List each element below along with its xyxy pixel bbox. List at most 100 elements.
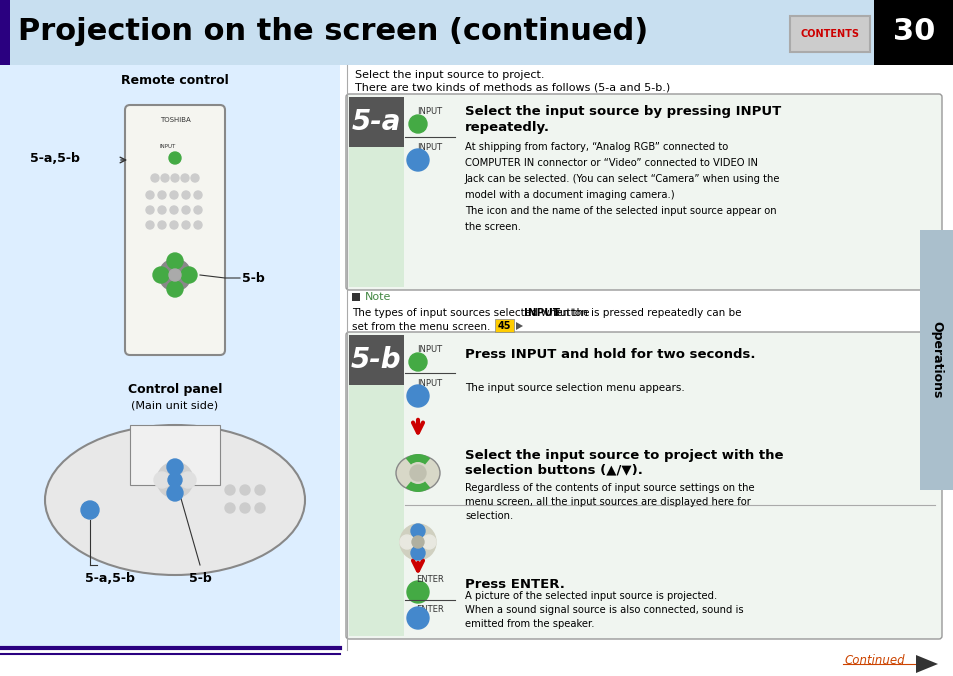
Text: selection.: selection. (464, 511, 513, 521)
Circle shape (225, 485, 234, 495)
Circle shape (169, 269, 181, 281)
Text: 5-b: 5-b (351, 346, 401, 374)
Circle shape (412, 536, 423, 548)
Text: model with a document imaging camera.): model with a document imaging camera.) (464, 190, 674, 200)
Text: Continued: Continued (844, 654, 904, 667)
Circle shape (399, 535, 414, 549)
FancyBboxPatch shape (789, 16, 869, 52)
Wedge shape (405, 454, 430, 464)
Text: Control panel: Control panel (128, 383, 222, 397)
Text: 45: 45 (497, 321, 510, 331)
Text: The icon and the name of the selected input source appear on: The icon and the name of the selected in… (464, 206, 776, 216)
Circle shape (410, 465, 426, 481)
Text: selection buttons (▲/▼).: selection buttons (▲/▼). (464, 464, 642, 477)
Text: 5-a,5-b: 5-a,5-b (85, 571, 134, 585)
FancyBboxPatch shape (346, 94, 941, 290)
Text: INPUT: INPUT (417, 143, 442, 153)
Circle shape (193, 191, 202, 199)
Text: ENTER: ENTER (416, 604, 443, 614)
Text: 5-a,5-b: 5-a,5-b (30, 151, 80, 164)
Circle shape (240, 503, 250, 513)
Circle shape (159, 259, 191, 291)
Circle shape (407, 149, 429, 171)
Circle shape (153, 472, 170, 488)
Text: The input source selection menu appears.: The input source selection menu appears. (464, 383, 684, 393)
Circle shape (158, 206, 166, 214)
Circle shape (151, 174, 159, 182)
Circle shape (152, 267, 169, 283)
Text: COMPUTER IN connector or “Video” connected to VIDEO IN: COMPUTER IN connector or “Video” connect… (464, 158, 758, 168)
Text: set from the menu screen.: set from the menu screen. (352, 322, 490, 332)
Text: emitted from the speaker.: emitted from the speaker. (464, 619, 594, 629)
Circle shape (146, 206, 153, 214)
Polygon shape (516, 322, 522, 330)
FancyBboxPatch shape (130, 425, 220, 485)
Text: ENTER: ENTER (416, 575, 443, 585)
Circle shape (180, 472, 195, 488)
Text: Select the input source by pressing INPUT: Select the input source by pressing INPU… (464, 105, 781, 118)
Circle shape (407, 607, 429, 629)
Text: Remote control: Remote control (121, 74, 229, 87)
Circle shape (81, 501, 99, 519)
Circle shape (411, 524, 424, 538)
Circle shape (254, 485, 265, 495)
Circle shape (409, 115, 427, 133)
Circle shape (157, 462, 193, 498)
Text: button is pressed repeatedly can be: button is pressed repeatedly can be (550, 308, 740, 318)
Text: Regardless of the contents of input source settings on the: Regardless of the contents of input sour… (464, 483, 754, 493)
Wedge shape (405, 481, 430, 492)
Text: menu screen, all the input sources are displayed here for: menu screen, all the input sources are d… (464, 497, 750, 507)
Circle shape (421, 535, 436, 549)
Text: 5-b: 5-b (189, 571, 212, 585)
Polygon shape (915, 655, 937, 673)
Circle shape (171, 174, 179, 182)
FancyBboxPatch shape (125, 105, 225, 355)
Circle shape (407, 581, 429, 603)
Circle shape (158, 221, 166, 229)
FancyBboxPatch shape (349, 335, 403, 636)
Text: 5-a: 5-a (351, 108, 400, 136)
Circle shape (167, 253, 183, 269)
Text: INPUT: INPUT (417, 379, 442, 389)
FancyBboxPatch shape (349, 97, 403, 287)
FancyBboxPatch shape (0, 65, 339, 650)
Text: The types of input sources selected when the: The types of input sources selected when… (352, 308, 592, 318)
Circle shape (161, 174, 169, 182)
Text: CONTENTS: CONTENTS (800, 29, 859, 39)
FancyBboxPatch shape (495, 319, 514, 332)
Text: 5-b: 5-b (242, 272, 265, 285)
Text: 30: 30 (892, 18, 934, 47)
Text: TOSHIBA: TOSHIBA (159, 117, 191, 123)
Text: INPUT: INPUT (417, 107, 442, 116)
FancyBboxPatch shape (919, 230, 953, 490)
Circle shape (193, 221, 202, 229)
Circle shape (169, 152, 181, 164)
Ellipse shape (395, 455, 439, 491)
Circle shape (168, 473, 182, 487)
Circle shape (409, 353, 427, 371)
FancyBboxPatch shape (349, 97, 403, 147)
Text: (Main unit side): (Main unit side) (132, 400, 218, 410)
Text: Select the input source to project.: Select the input source to project. (355, 70, 544, 80)
FancyBboxPatch shape (0, 0, 953, 65)
FancyBboxPatch shape (352, 293, 359, 301)
Circle shape (240, 485, 250, 495)
Circle shape (181, 267, 196, 283)
Text: Select the input source to project with the: Select the input source to project with … (464, 448, 782, 462)
Text: INPUT: INPUT (523, 308, 559, 318)
Circle shape (193, 206, 202, 214)
FancyBboxPatch shape (873, 0, 953, 65)
FancyBboxPatch shape (346, 332, 941, 639)
Text: the screen.: the screen. (464, 222, 520, 232)
Text: Operations: Operations (929, 321, 943, 399)
Text: repeatedly.: repeatedly. (464, 120, 550, 133)
Circle shape (182, 191, 190, 199)
Text: Note: Note (365, 292, 391, 302)
Text: INPUT: INPUT (160, 145, 176, 149)
Circle shape (167, 485, 183, 501)
Circle shape (170, 191, 178, 199)
Circle shape (170, 221, 178, 229)
Text: Press INPUT and hold for two seconds.: Press INPUT and hold for two seconds. (464, 349, 755, 362)
Circle shape (254, 503, 265, 513)
Text: A picture of the selected input source is projected.: A picture of the selected input source i… (464, 591, 717, 601)
